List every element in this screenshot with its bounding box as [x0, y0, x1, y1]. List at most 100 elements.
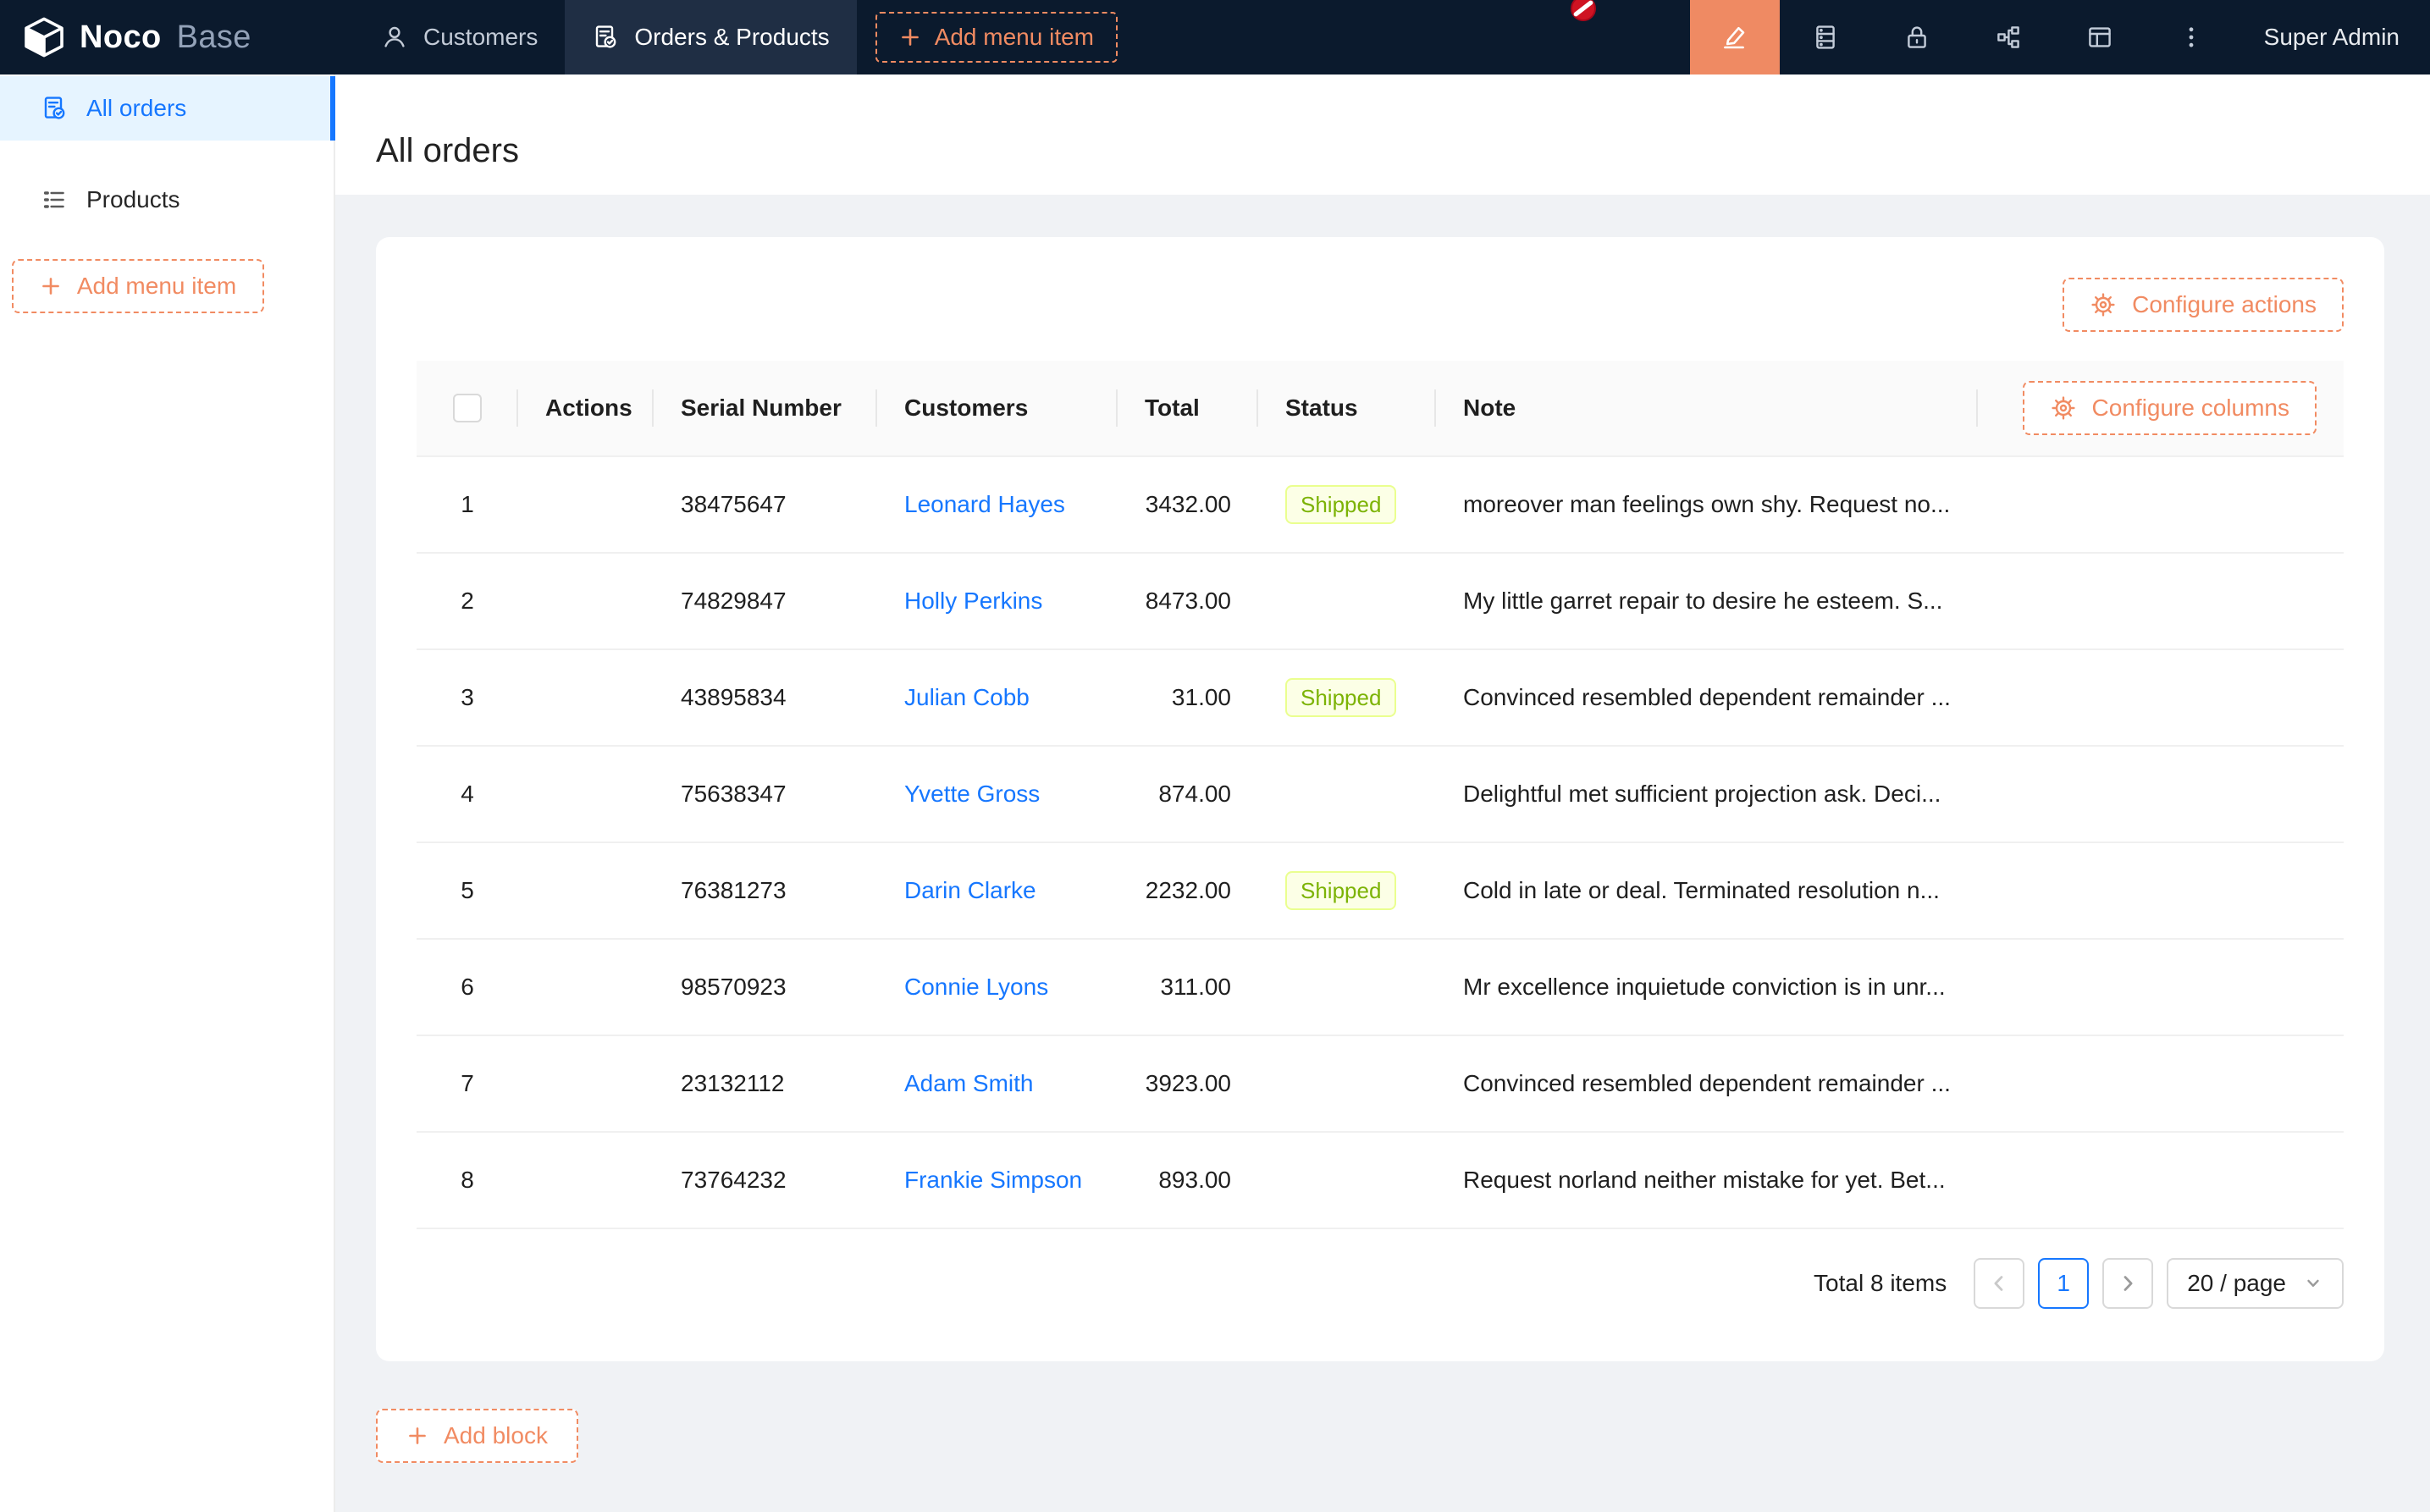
customer-cell: Adam Smith	[877, 1070, 1118, 1097]
table-row: 6 98570923 Connie Lyons 311.00 Mr excellence…	[417, 940, 2344, 1036]
gear-icon	[2090, 291, 2117, 318]
content-area: Configure actions Actions Serial Number …	[335, 195, 2430, 1512]
note-cell: moreover man feelings own shy. Request n…	[1463, 491, 1951, 517]
customer-link[interactable]: Connie Lyons	[904, 974, 1049, 1000]
customer-link[interactable]: Adam Smith	[904, 1070, 1034, 1096]
column-header-status[interactable]: Status	[1258, 361, 1436, 455]
chevron-right-icon	[2117, 1272, 2139, 1294]
serial-number-cell: 43895834	[681, 684, 787, 710]
row-index[interactable]: 8	[461, 1167, 474, 1193]
sidebar-menu: All orders Products	[0, 76, 335, 232]
customer-link[interactable]: Darin Clarke	[904, 877, 1036, 903]
customer-cell: Frankie Simpson	[877, 1167, 1118, 1194]
row-index[interactable]: 5	[461, 877, 474, 903]
row-index[interactable]: 7	[461, 1070, 474, 1096]
add-block-button[interactable]: Add block	[376, 1409, 578, 1463]
note-cell: Delightful met sufficient projection ask…	[1463, 781, 1941, 807]
serial-number-cell: 98570923	[681, 974, 787, 1000]
user-menu[interactable]: Super Admin	[2237, 0, 2430, 74]
column-header-total[interactable]: Total	[1118, 361, 1258, 455]
ui-editor-button[interactable]	[1689, 0, 1780, 74]
row-index[interactable]: 4	[461, 781, 474, 807]
page-size-select[interactable]: 20 / page	[2167, 1258, 2344, 1309]
status-badge: Shipped	[1285, 485, 1397, 524]
customer-link[interactable]: Yvette Gross	[904, 781, 1041, 807]
note-cell: My little garret repair to desire he est…	[1463, 588, 1943, 614]
column-header-customers[interactable]: Customers	[877, 361, 1118, 455]
row-index[interactable]: 1	[461, 491, 474, 517]
table-actions-row: Configure actions	[417, 278, 2344, 332]
row-index[interactable]: 2	[461, 588, 474, 614]
row-index[interactable]: 3	[461, 684, 474, 710]
customer-link[interactable]: Julian Cobb	[904, 684, 1030, 710]
column-header-serial-number[interactable]: Serial Number	[654, 361, 877, 455]
status-cell: Shipped	[1258, 871, 1436, 910]
plus-icon	[406, 1425, 428, 1447]
total-cell: 874.00	[1158, 781, 1231, 807]
plus-icon	[899, 26, 921, 48]
note-cell: Convinced resembled dependent remainder …	[1463, 1070, 1951, 1096]
pagination-page-1-button[interactable]: 1	[2038, 1258, 2090, 1309]
customer-link[interactable]: Holly Perkins	[904, 588, 1043, 614]
column-header-note[interactable]: Note	[1436, 361, 1978, 455]
table-row: 7 23132112 Adam Smith 3923.00 Convinced rese…	[417, 1036, 2344, 1133]
logo-text-bold: Noco	[80, 19, 162, 55]
header-select-cell	[417, 361, 518, 455]
total-cell: 8473.00	[1145, 588, 1231, 614]
select-all-checkbox[interactable]	[453, 394, 482, 422]
file-check-icon	[41, 95, 68, 122]
note-cell: Convinced resembled dependent remainder …	[1463, 684, 1951, 710]
lock-button[interactable]	[1871, 0, 1963, 74]
lock-icon	[1903, 24, 1930, 51]
add-menu-item-sidebar-label: Add menu item	[76, 273, 237, 299]
more-ellipsis-icon	[2178, 24, 2205, 51]
nocobase-logo-icon	[22, 15, 66, 59]
customer-cell: Yvette Gross	[877, 781, 1118, 808]
add-menu-item-topbar-button[interactable]: Add menu item	[875, 12, 1118, 63]
sidebar-item-label: All orders	[86, 95, 187, 121]
table-row: 3 43895834 Julian Cobb 31.00 Shipped Convince…	[417, 650, 2344, 747]
note-cell: Request norland neither mistake for yet.…	[1463, 1167, 1946, 1193]
sidebar-item-all-orders[interactable]: All orders	[0, 76, 335, 141]
configure-actions-button[interactable]: Configure actions	[2063, 278, 2344, 332]
total-cell: 3923.00	[1145, 1070, 1231, 1096]
sidebar-item-products[interactable]: Products	[0, 168, 334, 232]
configure-columns-button[interactable]: Configure columns	[2022, 381, 2317, 435]
customer-cell: Connie Lyons	[877, 974, 1118, 1001]
add-menu-item-sidebar-button[interactable]: Add menu item	[12, 259, 264, 313]
column-header-actions[interactable]: Actions	[518, 361, 654, 455]
row-index[interactable]: 6	[461, 974, 474, 1000]
workflow-partition-button[interactable]	[1963, 0, 2054, 74]
page-header: All orders	[335, 74, 2430, 195]
tab-orders-products[interactable]: Orders & Products	[565, 0, 857, 74]
serial-number-cell: 74829847	[681, 588, 787, 614]
pagination-prev-button[interactable]	[1974, 1258, 2025, 1309]
total-cell: 2232.00	[1145, 877, 1231, 903]
table-body: 1 38475647 Leonard Hayes 3432.00 Shipped more…	[417, 457, 2344, 1229]
chevron-down-icon	[2303, 1273, 2323, 1294]
table-row: 2 74829847 Holly Perkins 8473.00 My little g…	[417, 554, 2344, 650]
file-check-icon	[592, 24, 619, 51]
customer-link[interactable]: Frankie Simpson	[904, 1167, 1083, 1193]
more-ellipsis-button[interactable]	[2146, 0, 2237, 74]
serial-number-cell: 38475647	[681, 491, 787, 517]
tab-customers[interactable]: Customers	[354, 0, 565, 74]
pagination-next-button[interactable]	[2102, 1258, 2154, 1309]
layout-button[interactable]	[2054, 0, 2146, 74]
status-cell: Shipped	[1258, 678, 1436, 717]
sidebar-item-label: Products	[86, 186, 180, 212]
app-logo[interactable]: Noco Base	[0, 0, 354, 74]
table-block-card: Configure actions Actions Serial Number …	[376, 237, 2384, 1361]
total-cell: 3432.00	[1145, 491, 1231, 517]
total-cell: 893.00	[1158, 1167, 1231, 1193]
plus-icon	[40, 275, 62, 297]
topbar-right-cluster: Super Admin	[1689, 0, 2430, 74]
customer-link[interactable]: Leonard Hayes	[904, 491, 1065, 517]
customer-cell: Julian Cobb	[877, 684, 1118, 711]
status-badge: Shipped	[1285, 871, 1397, 910]
user-name: Super Admin	[2263, 24, 2400, 50]
list-icon	[41, 186, 68, 213]
collections-database-button[interactable]	[1780, 0, 1871, 74]
status-badge: Shipped	[1285, 678, 1397, 717]
customer-cell: Darin Clarke	[877, 877, 1118, 904]
